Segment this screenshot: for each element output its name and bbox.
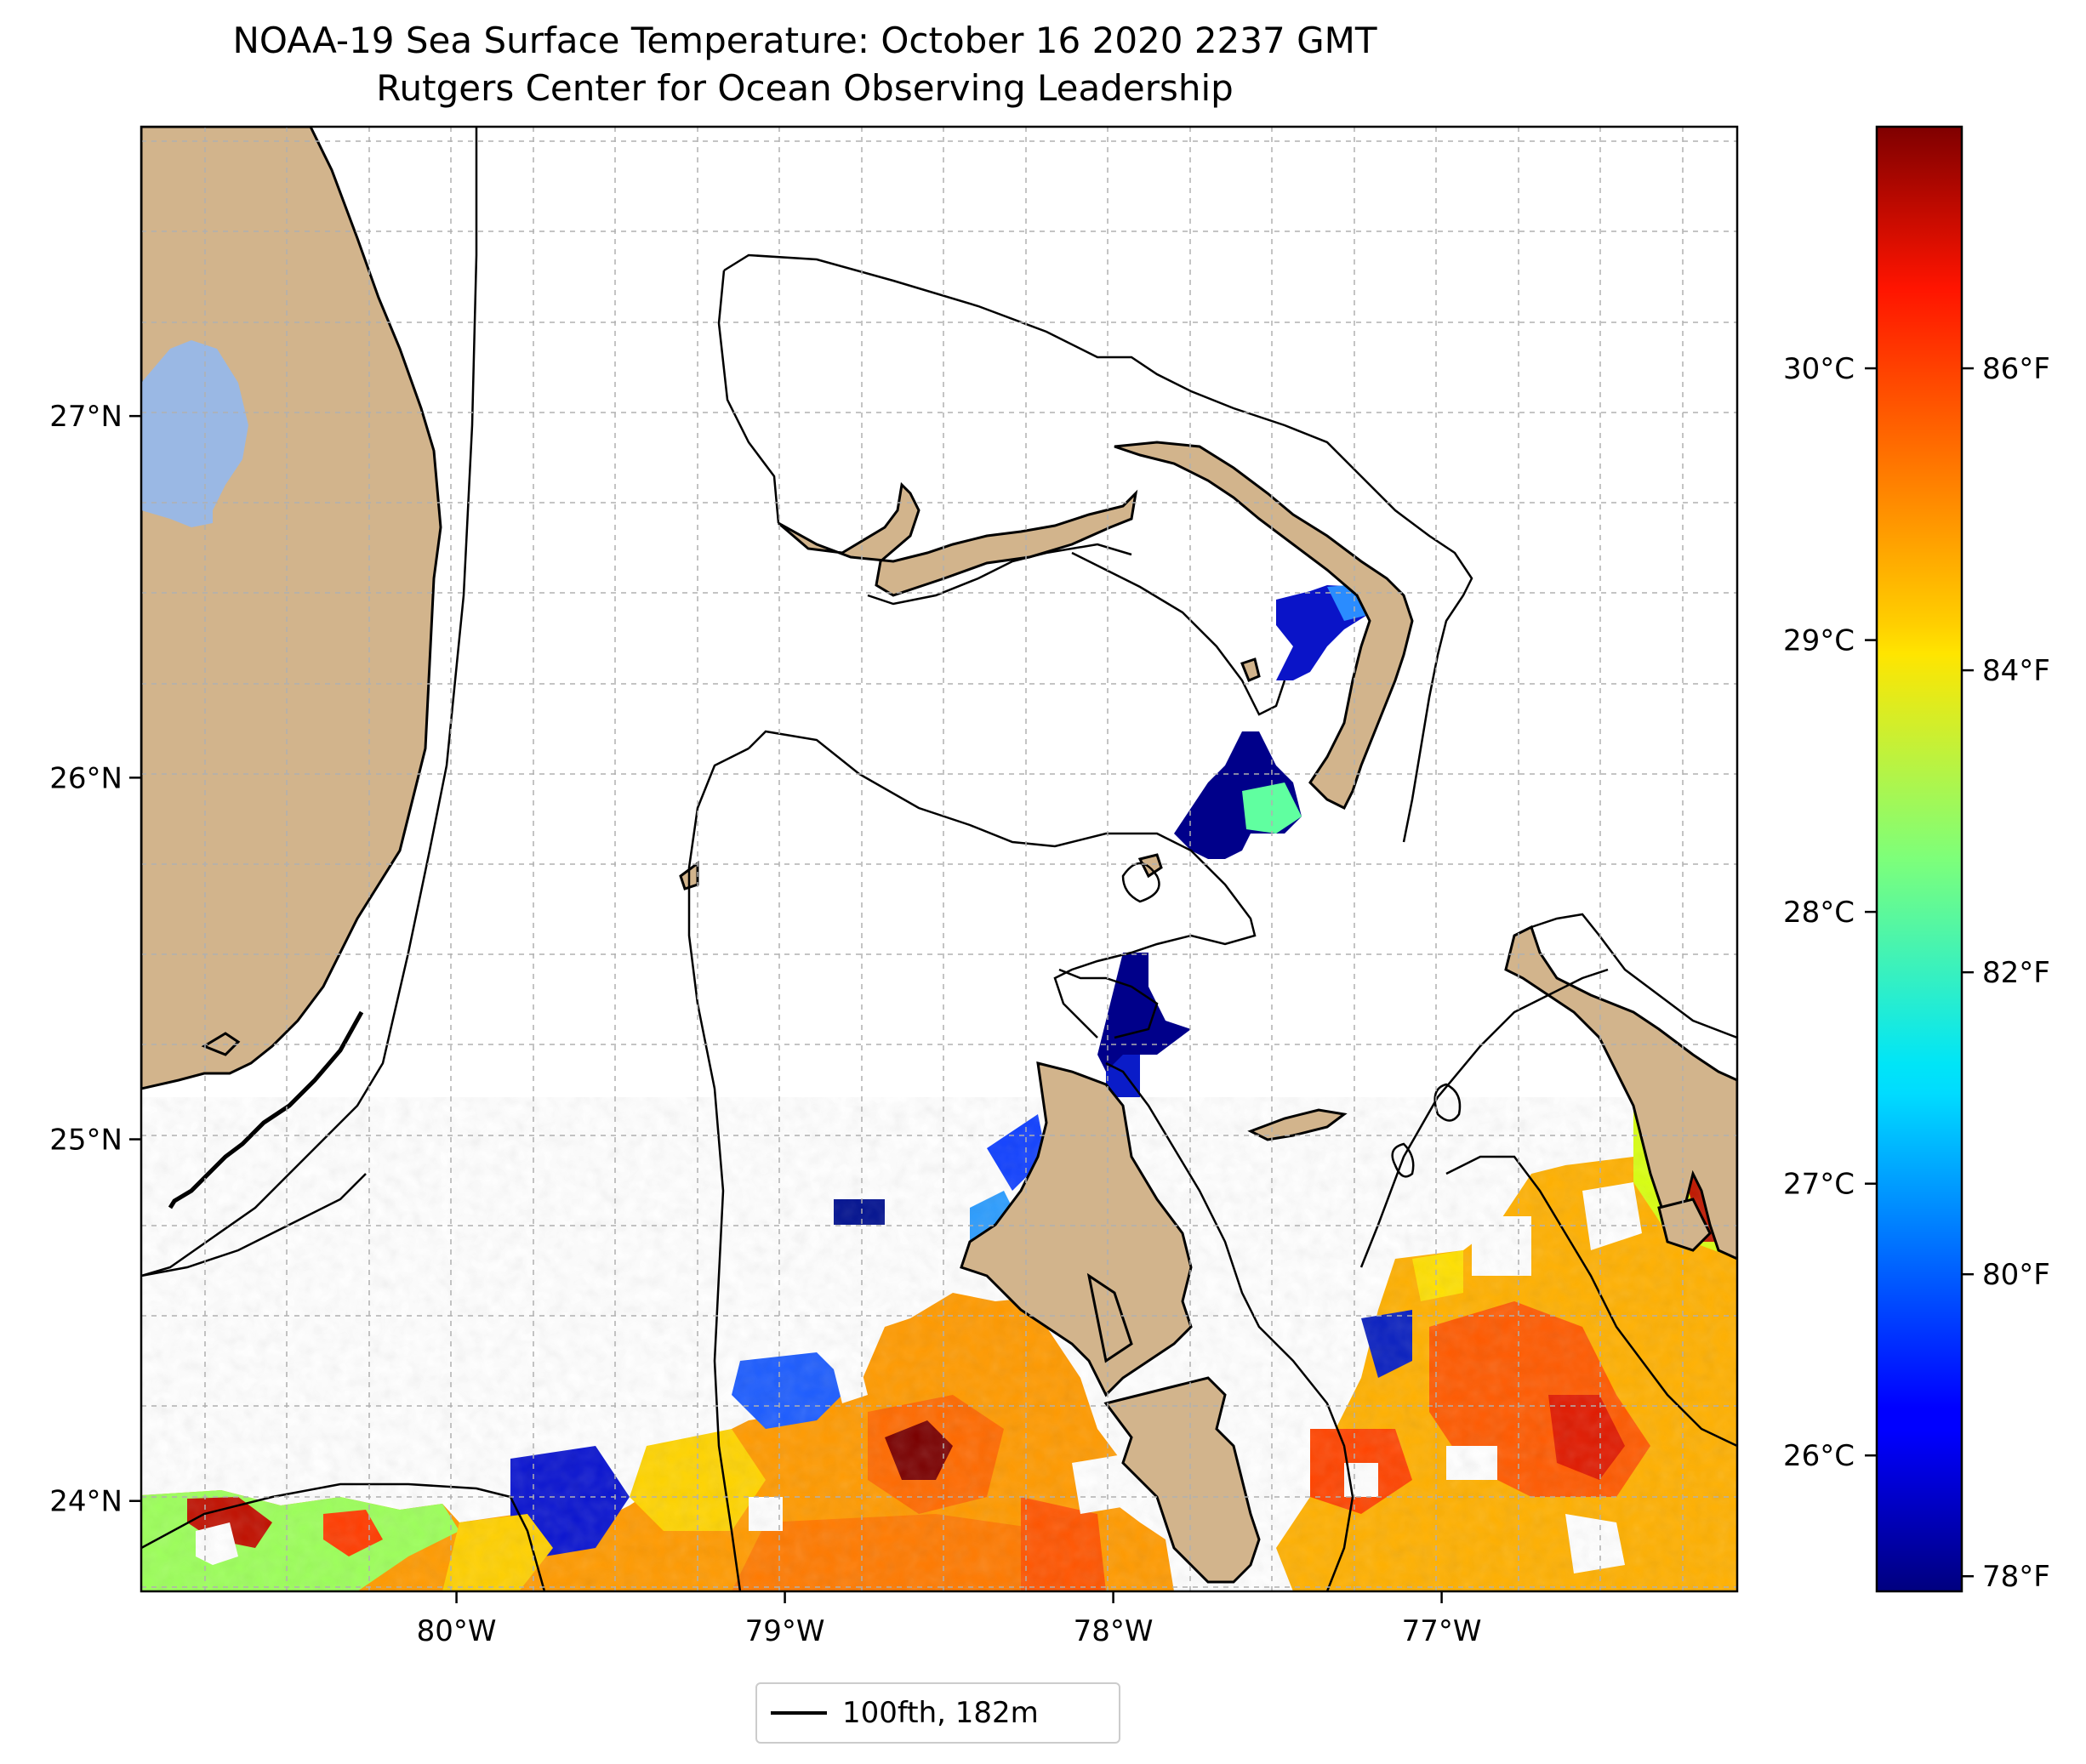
legend-isobath-label: 100fth, 182m [842, 1696, 1039, 1730]
colorbar [1875, 125, 1963, 1593]
lon-tick-label: 77°W [1402, 1614, 1482, 1648]
florida-keys [168, 1010, 364, 1209]
colorbar-c-tick-label: 29°C [1783, 624, 1855, 658]
isobath-100fth [141, 127, 1737, 1591]
legend-isobath-swatch [771, 1711, 827, 1715]
map-gridlines [141, 127, 1737, 1591]
lat-tick-label: 27°N [49, 400, 123, 434]
colorbar-f-tick-label: 80°F [1982, 1258, 2050, 1292]
andros-land [960, 1061, 1193, 1397]
colorbar-f-tick-label: 82°F [1982, 956, 2050, 990]
andros-south-land [1103, 1376, 1261, 1584]
colorbar-c-tick-label: 27°C [1783, 1168, 1855, 1202]
lat-tick-label: 25°N [49, 1124, 123, 1158]
colorbar-c-tick-label: 28°C [1783, 896, 1855, 930]
chart-title-line1: NOAA-19 Sea Surface Temperature: October… [232, 20, 1377, 61]
colorbar-c-tick-label: 26°C [1783, 1439, 1855, 1473]
lon-tick-label: 80°W [417, 1614, 497, 1648]
colorbar-f-tick-label: 86°F [1982, 352, 2050, 386]
lat-tick-label: 26°N [49, 761, 123, 795]
colorbar-f-tick-label: 84°F [1982, 654, 2050, 688]
eleuthera-land [1504, 925, 1737, 1260]
abaco-land [1114, 441, 1414, 811]
lat-tick-label: 24°N [49, 1485, 123, 1519]
colorbar-celsius-axis: 26°C 27°C 28°C 29°C 30°C [1783, 352, 1877, 1473]
lat-axis: 24°N 25°N 26°N 27°N [49, 400, 141, 1519]
colorbar-c-tick-label: 30°C [1783, 352, 1855, 386]
map-legend: 100fth, 182m [755, 1682, 1120, 1744]
colorbar-f-tick-label: 78°F [1982, 1560, 2050, 1594]
map-frame [140, 125, 1739, 1593]
colorbar-fahrenheit-axis: 78°F 80°F 82°F 84°F 86°F [1962, 352, 2050, 1594]
lon-tick-label: 79°W [745, 1614, 825, 1648]
lake-okeechobee [141, 340, 248, 527]
chart-title-line2: Rutgers Center for Ocean Observing Leade… [376, 67, 1234, 109]
lon-axis: 80°W 79°W 78°W 77°W [417, 1591, 1482, 1648]
lon-tick-label: 78°W [1074, 1614, 1154, 1648]
